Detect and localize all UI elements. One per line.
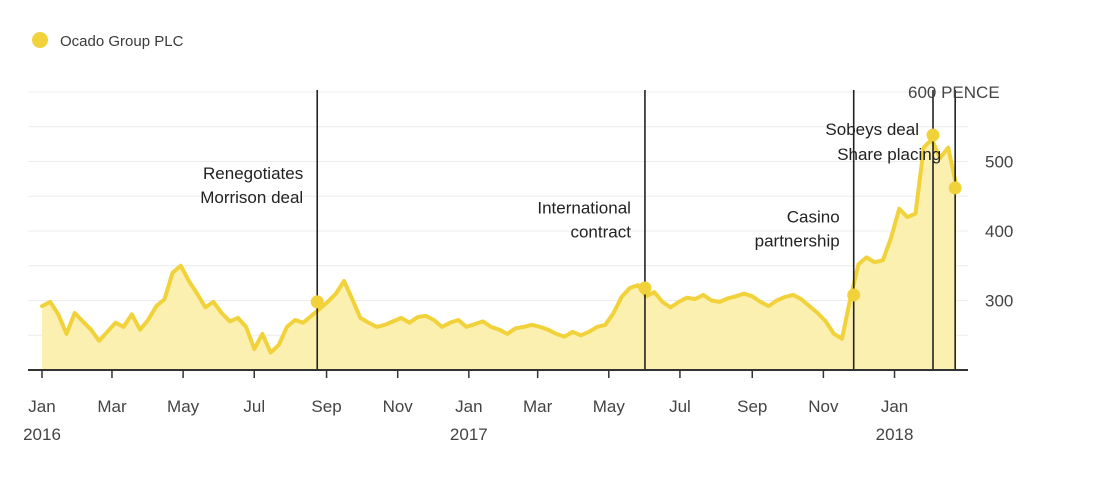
- event-marker-1: [638, 281, 652, 295]
- x-tick-label: Nov: [383, 397, 414, 416]
- event-label-line: contract: [570, 223, 631, 242]
- x-tick-label: Sep: [311, 397, 341, 416]
- x-tick-year-label: 2017: [450, 425, 488, 444]
- event-label-2: Casino partnership: [755, 208, 840, 251]
- event-label-line: partnership: [755, 232, 840, 251]
- x-tick-label: Jan: [28, 397, 55, 416]
- legend: Ocado Group PLC: [32, 32, 184, 50]
- x-tick-label: Nov: [808, 397, 839, 416]
- annotation-layer: Renegotiates Morrison deal International co…: [200, 120, 941, 251]
- x-tick-label: May: [593, 397, 626, 416]
- x-tick-label: Jul: [243, 397, 265, 416]
- event-marker-2: [847, 288, 861, 302]
- x-tick-label: Jan: [455, 397, 482, 416]
- y-tick-label: 500: [985, 153, 1013, 172]
- event-marker-4: [948, 181, 962, 195]
- event-label-line: Casino: [787, 208, 840, 227]
- event-marker-0: [310, 295, 324, 309]
- x-tick-label: May: [167, 397, 200, 416]
- area-layer: [40, 137, 959, 370]
- event-label-line: Sobeys deal: [825, 120, 919, 139]
- legend-swatch-ocado: [32, 32, 48, 48]
- event-label-line: Morrison deal: [200, 188, 303, 207]
- marker-layer: [310, 128, 962, 309]
- event-label-1: International contract: [537, 199, 631, 242]
- x-tick-label: Mar: [97, 397, 127, 416]
- event-marker-3: [926, 128, 940, 142]
- event-label-line: Renegotiates: [203, 164, 303, 183]
- x-tick-label: Sep: [737, 397, 767, 416]
- series-line-ocado: [40, 137, 959, 355]
- y-tick-label: 300: [985, 292, 1013, 311]
- legend-label-ocado: Ocado Group PLC: [60, 33, 184, 50]
- event-label-4: Share placing: [837, 145, 941, 164]
- event-label-3: Sobeys deal: [825, 120, 919, 139]
- x-tick-year-label: 2016: [23, 425, 61, 444]
- event-layer: [316, 90, 956, 370]
- series-area-ocado: [41, 139, 957, 370]
- x-tick-label: Mar: [523, 397, 553, 416]
- y-axis-labels: 600 PENCE 500 400 300: [908, 83, 1013, 311]
- x-tick-year-label: 2018: [876, 425, 914, 444]
- y-tick-label: 400: [985, 222, 1013, 241]
- axis-layer: Jan 2016 Mar May Jul Sep Nov Jan 2017 Mar May Jul Se…: [23, 369, 968, 444]
- event-label-line: International: [537, 199, 631, 218]
- y-tick-label-with-unit: 600 PENCE: [908, 83, 1000, 102]
- event-label-line: Share placing: [837, 145, 941, 164]
- x-tick-label: Jul: [669, 397, 691, 416]
- x-tick-label: Jan: [881, 397, 908, 416]
- event-label-0: Renegotiates Morrison deal: [200, 164, 303, 207]
